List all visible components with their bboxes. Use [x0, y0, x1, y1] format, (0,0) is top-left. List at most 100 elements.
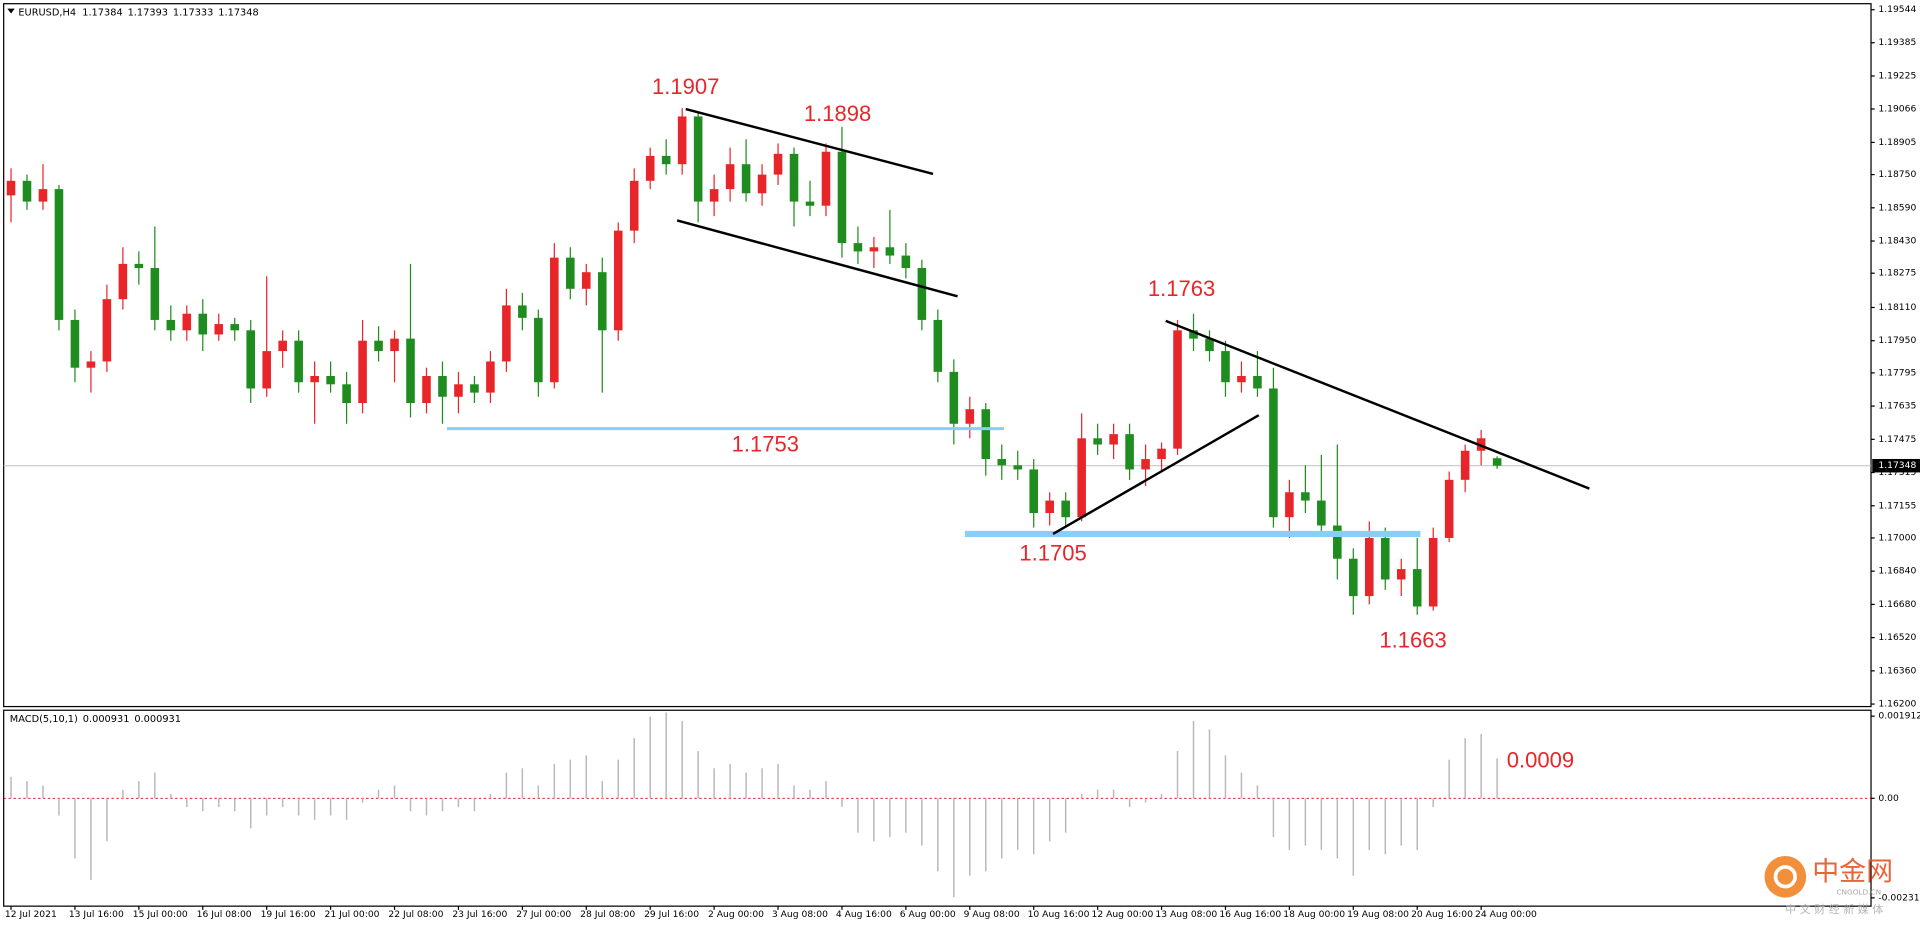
trend-line[interactable]: [676, 219, 958, 298]
macd-bar: [425, 798, 428, 816]
macd-bar: [889, 798, 891, 837]
last-price-box: [1872, 458, 1920, 473]
y-tick-label: 1.18430: [1878, 236, 1916, 247]
logo-name: 中金网: [1812, 857, 1893, 888]
macd-bar: [1336, 798, 1339, 859]
y-tick-label: 1.18750: [1878, 169, 1916, 180]
candle-body: [486, 361, 495, 393]
x-tick-label: 12 Aug 00:00: [1092, 909, 1154, 920]
candle-body: [534, 317, 543, 383]
macd-bar: [1224, 755, 1227, 799]
candle-body: [1237, 376, 1246, 383]
x-tick-label: 29 Jul 16:00: [644, 909, 699, 920]
macd-bar: [585, 755, 588, 799]
y-tick-label: 1.16360: [1878, 665, 1916, 676]
candle-body: [613, 230, 623, 331]
macd-bar: [90, 798, 92, 880]
macd-bar: [473, 798, 476, 812]
macd-bar: [265, 798, 268, 816]
macd-bar: [26, 781, 28, 799]
candle-body: [949, 371, 959, 424]
candle-body: [1061, 500, 1070, 518]
candle-body: [1189, 330, 1198, 339]
macd-bar: [329, 798, 332, 816]
macd-bar: [1208, 729, 1211, 799]
candle-body: [597, 272, 607, 331]
candle-body: [54, 189, 64, 320]
macd-bar: [633, 738, 635, 799]
y-tick-label: -0.002317: [1878, 892, 1920, 903]
logo-icon: [1764, 855, 1807, 898]
candle-body: [102, 299, 112, 362]
macd-bar: [1464, 738, 1466, 799]
x-tick-label: 2 Aug 00:00: [708, 909, 764, 920]
x-tick-label: 23 Jul 16:00: [452, 909, 507, 920]
macd-bar: [1192, 720, 1195, 799]
macd-bar: [1080, 794, 1083, 799]
macd-bar: [170, 794, 172, 799]
y-tick-label: 1.19066: [1878, 103, 1916, 114]
macd-bar: [361, 798, 364, 803]
candle-body: [965, 409, 975, 424]
candle-body: [1013, 465, 1023, 470]
menu-arrow[interactable]: [7, 8, 15, 14]
macd-bar: [202, 798, 204, 812]
y-tick-label: 0.00: [1878, 793, 1899, 804]
macd-bar: [601, 781, 603, 799]
candle-body: [1029, 469, 1038, 514]
x-tick-label: 10 Aug 16:00: [1028, 909, 1090, 920]
candle-body: [1396, 569, 1406, 580]
candle-body: [725, 164, 735, 190]
macd-bar: [985, 798, 987, 872]
macd-bar: [825, 781, 827, 799]
candle-body: [438, 376, 447, 397]
candle-body: [981, 409, 991, 460]
y-tick-label: 1.16840: [1878, 566, 1916, 577]
y-tick-label: 1.18275: [1878, 268, 1916, 279]
candle-body: [677, 116, 687, 165]
annotation: 1.1663: [1379, 627, 1446, 652]
candle-body: [326, 376, 335, 385]
candle-body: [582, 272, 591, 289]
macd-bar: [1304, 798, 1307, 846]
macd-bar: [186, 798, 188, 807]
candle-body: [1333, 525, 1342, 559]
x-tick-label: 19 Jul 16:00: [261, 909, 316, 920]
y-tick-label: 1.17475: [1878, 434, 1916, 445]
macd-bar: [873, 798, 875, 842]
candle-body: [885, 247, 895, 256]
macd-bar: [138, 781, 140, 799]
candle-body: [454, 384, 463, 397]
macd-bar: [617, 759, 619, 799]
macd-bar: [665, 712, 667, 799]
macd-bar: [1400, 798, 1402, 846]
macd-bar: [74, 798, 76, 859]
macd-bar: [1096, 789, 1099, 799]
candle-body: [741, 164, 751, 194]
annotation: 1.1705: [1019, 541, 1086, 566]
candle-body: [502, 305, 511, 362]
candle-body: [342, 384, 351, 403]
trend-line[interactable]: [1165, 319, 1590, 490]
trend-line[interactable]: [685, 107, 934, 176]
candle-body: [917, 268, 927, 320]
trend-line[interactable]: [1052, 414, 1260, 535]
macd-bar: [234, 798, 236, 812]
plot-layer: 1.19544 1.19385 1.19225 1.19066 1.18905 1.187…: [3, 4, 1920, 920]
macd-bar: [1032, 798, 1035, 855]
y-tick-label: 1.17315: [1878, 467, 1916, 478]
candle-body: [246, 330, 255, 389]
macd-bar: [809, 789, 811, 799]
candle-body: [38, 189, 48, 202]
y-tick-label: 0.001912: [1878, 711, 1920, 722]
macd-bar: [937, 798, 939, 872]
annotation: 0.0009: [1507, 747, 1574, 772]
macd-bar: [777, 763, 779, 799]
macd-value: 0.000931: [134, 714, 181, 725]
macd-bar: [1272, 798, 1275, 837]
macd-bar: [281, 798, 284, 807]
candle-body: [1380, 537, 1390, 580]
macd-bar: [1320, 798, 1323, 850]
y-tick-label: 1.16680: [1878, 599, 1916, 610]
